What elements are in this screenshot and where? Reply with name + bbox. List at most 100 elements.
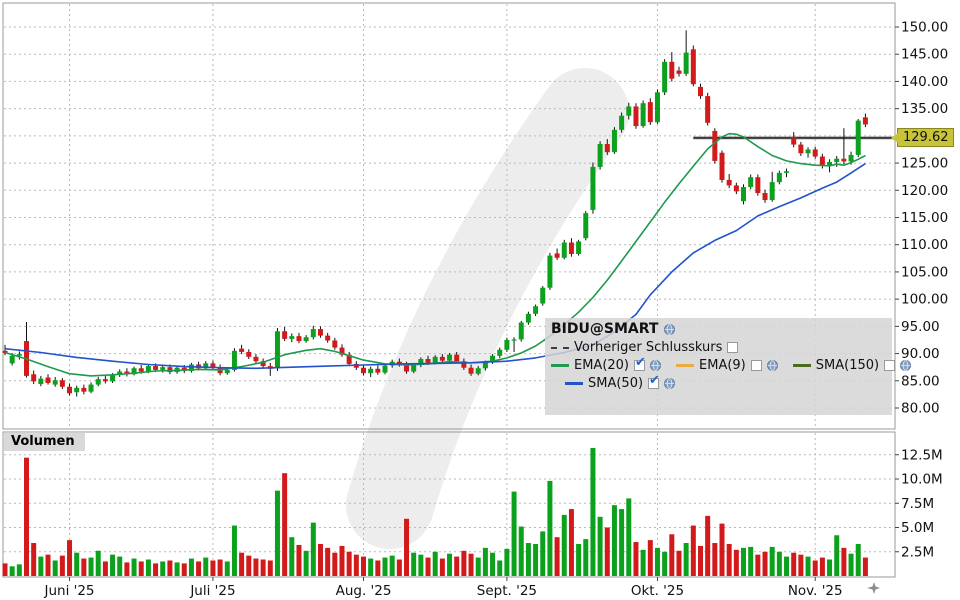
candle <box>447 354 453 361</box>
volume-bar <box>490 552 496 576</box>
ema9-checkbox[interactable] <box>750 360 762 371</box>
ema20-swatch <box>551 364 569 367</box>
candle <box>741 187 747 202</box>
sma150-label: SMA(150) <box>815 358 880 373</box>
sma50-swatch <box>565 382 583 385</box>
candle <box>153 366 159 370</box>
volume-pane-label: Volumen <box>4 433 85 451</box>
volume-bar <box>447 553 453 576</box>
candle <box>590 166 596 210</box>
volume-series[interactable] <box>2 447 868 576</box>
prev-close-label: Vorheriger Schlusskurs <box>574 340 723 355</box>
candle <box>425 359 431 363</box>
volume-bar <box>310 522 316 576</box>
volume-bar <box>748 546 754 576</box>
volume-bar <box>525 543 531 576</box>
prev-close-checkbox[interactable] <box>727 342 739 353</box>
candle <box>511 339 517 341</box>
candle <box>669 61 675 79</box>
volume-bar <box>353 554 359 576</box>
candle <box>45 377 51 383</box>
candle <box>282 331 288 339</box>
month-tick-label: Aug. '25 <box>336 583 392 599</box>
candle <box>719 152 725 180</box>
volume-bar <box>9 566 15 576</box>
candle <box>791 137 797 145</box>
volume-bar <box>468 553 474 576</box>
volume-bar <box>325 547 331 576</box>
candle <box>776 172 782 183</box>
volume-tick-label: 5.0M <box>901 520 934 536</box>
candle <box>339 347 345 355</box>
volume-bar <box>153 563 159 576</box>
candle <box>396 361 402 365</box>
candle <box>382 365 388 373</box>
price-tick-label: 140.00 <box>901 74 948 90</box>
volume-bar <box>339 545 345 576</box>
volume-bar <box>604 527 610 576</box>
volume-bar <box>239 552 245 576</box>
candle <box>626 106 632 116</box>
volume-bar <box>583 539 589 576</box>
volume-bar <box>454 556 460 576</box>
volume-bar <box>145 559 151 576</box>
volume-bar <box>640 549 646 576</box>
globe-icon[interactable] <box>664 323 676 335</box>
candle <box>547 255 553 288</box>
globe-icon[interactable] <box>766 360 778 371</box>
globe-icon[interactable] <box>900 360 912 371</box>
volume-bar <box>88 557 94 576</box>
candle <box>461 361 467 368</box>
candle <box>16 354 22 356</box>
volume-bar <box>461 550 467 576</box>
volume-bar <box>798 554 804 576</box>
candle <box>712 130 718 161</box>
volume-bar <box>540 531 546 576</box>
volume-bar <box>346 551 352 576</box>
volume-bar <box>253 558 259 576</box>
ema20-checkbox[interactable]: ✔ <box>634 355 646 371</box>
price-tick-label: 135.00 <box>901 101 948 117</box>
globe-icon[interactable] <box>650 360 662 371</box>
candle <box>346 354 352 364</box>
sma150-checkbox[interactable] <box>884 360 896 371</box>
volume-bar <box>38 556 44 576</box>
volume-bar <box>16 564 22 576</box>
gridlines <box>4 4 894 576</box>
candle <box>475 368 481 374</box>
globe-icon[interactable] <box>664 378 676 389</box>
candle <box>841 158 847 162</box>
candle <box>647 102 653 123</box>
volume-bar <box>303 550 309 576</box>
volume-bar <box>855 543 861 576</box>
volume-bar <box>733 549 739 576</box>
volume-bar <box>102 561 108 576</box>
volume-bar <box>45 554 51 576</box>
price-tick-label: 110.00 <box>901 237 948 253</box>
volume-bar <box>196 561 202 576</box>
candle <box>224 369 230 374</box>
candle <box>568 242 574 254</box>
volume-bar <box>368 558 374 576</box>
candle <box>102 379 108 382</box>
candle <box>31 374 37 382</box>
candle <box>812 149 818 157</box>
candle <box>855 120 861 155</box>
candle <box>239 348 245 352</box>
price-tick-label: 90.00 <box>901 346 940 362</box>
volume-bar <box>81 558 87 576</box>
volume-bar <box>611 505 617 576</box>
volume-bar <box>741 547 747 576</box>
volume-bar <box>755 554 761 576</box>
volume-bar <box>812 560 818 576</box>
volume-bar <box>719 523 725 576</box>
sma50-checkbox[interactable]: ✔ <box>648 373 660 389</box>
volume-bar <box>382 557 388 576</box>
candle <box>432 356 438 363</box>
scroll-left-arrow-icon[interactable] <box>866 580 882 596</box>
price-tick-label: 100.00 <box>901 292 948 308</box>
candle <box>798 144 804 154</box>
volume-bar <box>418 554 424 576</box>
